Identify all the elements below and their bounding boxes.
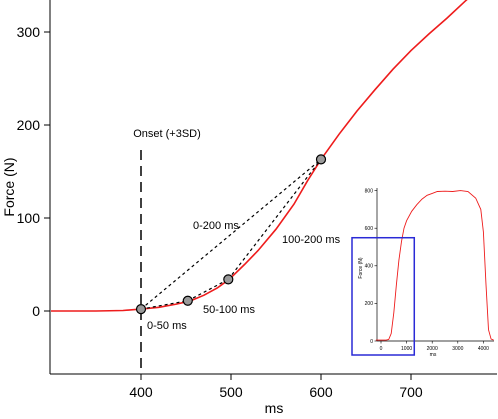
interval-marker-3: [315, 154, 327, 165]
x-axis-title: ms: [265, 400, 284, 416]
y-tick-label: 200: [17, 117, 41, 133]
y-tick-label: 0: [32, 303, 40, 319]
interval-label-100-200: 100-200 ms: [282, 234, 341, 246]
interval-chord-100-200 ms: [227, 159, 322, 280]
inset-highlight-box: [351, 236, 416, 356]
inset-y-tick-label: 0: [370, 339, 373, 345]
inset-ticks: [374, 190, 484, 344]
interval-chord-50-100 ms: [187, 278, 229, 302]
inset-y-tick-label: 600: [365, 226, 374, 232]
interval-marker-2: [223, 274, 234, 285]
inset-tick-labels: 0 1000 2000 3000 4000 0 200 400 600 800: [365, 188, 490, 352]
inset-x-axis-title: ms: [430, 352, 437, 358]
y-axis-title: Force (N): [1, 157, 17, 216]
onset-label: Onset (+3SD): [133, 128, 201, 140]
inset-y-axis-title: Force (N): [358, 257, 364, 278]
inset-x-tick-label: 4000: [478, 346, 489, 352]
inset-force-curve-line: [375, 190, 494, 341]
interval-chord-0-50 ms: [140, 300, 188, 310]
inset-y-tick-label: 800: [365, 188, 374, 194]
inset-chart: 0 1000 2000 3000 4000 0 200 400 600 800 Force (N)…: [351, 188, 494, 358]
interval-marker-0: [135, 304, 147, 315]
inset-x-tick-label: 0: [380, 346, 383, 352]
inset-y-tick-label: 200: [365, 301, 374, 307]
x-tick-label: 600: [309, 384, 333, 400]
interval-label-50-100: 50-100 ms: [203, 304, 255, 316]
y-tick-label: 100: [17, 210, 41, 226]
x-tick-label: 700: [399, 384, 423, 400]
interval-marker-1: [182, 295, 193, 306]
main-tick-labels: 400 500 600 700 0 100 200 300: [17, 24, 423, 400]
interval-chords: [140, 158, 322, 310]
force-curve-line: [51, 0, 468, 312]
interval-label-0-200: 0-200 ms: [193, 220, 239, 232]
x-tick-label: 400: [129, 384, 153, 400]
interval-markers: [135, 154, 327, 315]
inset-y-tick-label: 400: [365, 264, 374, 270]
x-tick-label: 500: [219, 384, 243, 400]
main-ticks: [44, 31, 412, 380]
interval-label-0-50: 0-50 ms: [147, 320, 187, 332]
y-tick-label: 300: [17, 24, 41, 40]
inset-x-tick-label: 1000: [401, 346, 412, 352]
inset-x-tick-label: 3000: [452, 346, 463, 352]
inset-x-tick-label: 2000: [427, 346, 438, 352]
